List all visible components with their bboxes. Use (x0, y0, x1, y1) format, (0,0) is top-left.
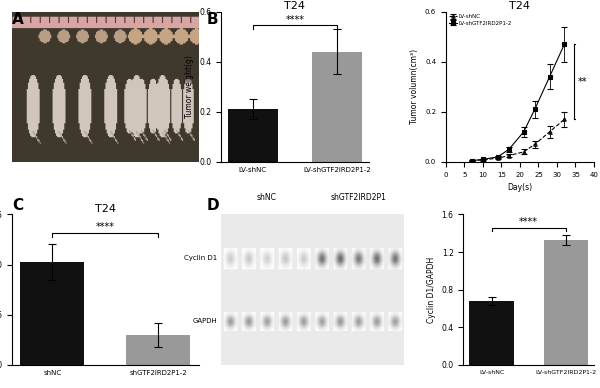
Bar (127, 335, 190, 365)
Title: T24: T24 (284, 1, 305, 11)
Text: A: A (12, 12, 24, 27)
Text: shGTF2IRD2P1: shGTF2IRD2P1 (330, 194, 386, 203)
Title: T24: T24 (509, 1, 530, 11)
Text: shNC: shNC (257, 194, 277, 203)
Bar (544, 240, 588, 365)
Y-axis label: Tumor weight(g): Tumor weight(g) (185, 55, 194, 118)
Y-axis label: Cyclin D1/GAPDH: Cyclin D1/GAPDH (427, 256, 436, 323)
Text: ****: **** (96, 222, 115, 232)
Bar (469, 301, 514, 365)
Y-axis label: Tumor volumn(cm³): Tumor volumn(cm³) (410, 49, 419, 124)
Legend: LV-shNC, LV-shGTF2IRD2P1-2: LV-shNC, LV-shGTF2IRD2P1-2 (449, 14, 512, 26)
Text: **: ** (577, 77, 587, 87)
Text: GAPDH: GAPDH (193, 318, 217, 324)
Bar (20, 262, 84, 365)
Bar (312, 52, 362, 162)
X-axis label: Day(s): Day(s) (508, 183, 533, 192)
Bar (227, 109, 278, 162)
Text: ****: **** (286, 15, 304, 25)
Text: C: C (12, 198, 23, 213)
Text: D: D (207, 198, 220, 213)
Title: T24: T24 (95, 204, 116, 214)
Text: ****: **** (519, 217, 538, 227)
Text: B: B (207, 12, 218, 27)
Text: Cyclin D1: Cyclin D1 (184, 255, 217, 261)
